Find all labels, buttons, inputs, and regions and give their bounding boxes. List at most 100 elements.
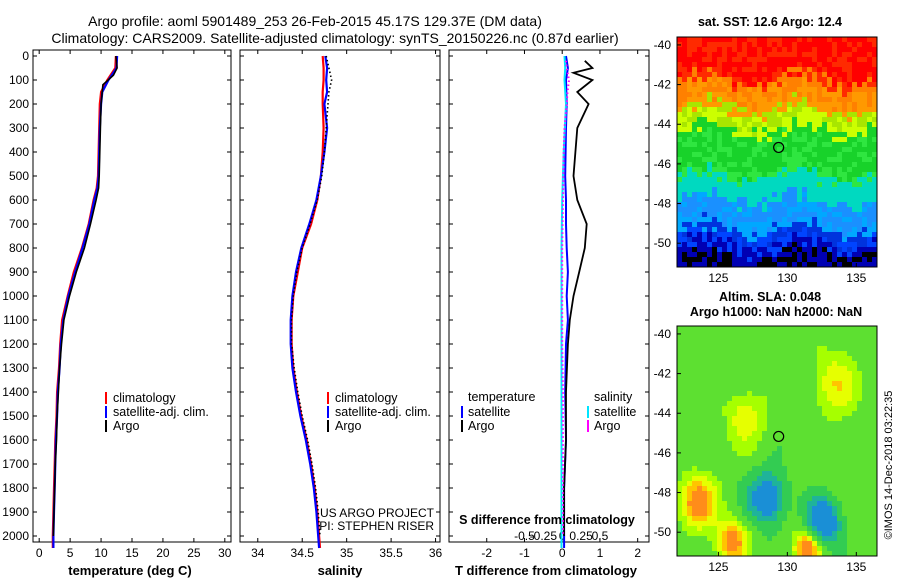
map-cell <box>807 476 813 482</box>
map-cell <box>787 346 793 352</box>
map-cell <box>847 416 853 422</box>
map-cell <box>732 441 738 447</box>
map-cell <box>812 87 818 93</box>
map-cell <box>852 466 858 472</box>
map-cell <box>742 506 748 512</box>
map-cell <box>837 167 843 173</box>
map-cell <box>862 331 868 337</box>
map-cell <box>752 192 758 198</box>
map-cell <box>842 506 848 512</box>
map-cell <box>822 82 828 88</box>
map-cell <box>797 137 803 143</box>
map-cell <box>807 157 813 163</box>
map-cell <box>742 346 748 352</box>
map-cell <box>717 122 723 128</box>
map-cell <box>782 431 788 437</box>
map-cell <box>802 461 808 467</box>
map-cell <box>747 87 753 93</box>
map-cell <box>772 97 778 103</box>
map-cell <box>732 386 738 392</box>
map-cell <box>707 62 713 68</box>
map-cell <box>727 227 733 233</box>
map-cell <box>842 551 848 557</box>
map-cell <box>707 37 713 43</box>
map-cell <box>707 127 713 133</box>
map-cell <box>762 202 768 208</box>
map-cell <box>837 252 843 258</box>
map-cell <box>812 416 818 422</box>
map-cell <box>797 102 803 108</box>
map-cell <box>842 416 848 422</box>
map-cell <box>782 147 788 153</box>
map-cell <box>807 142 813 148</box>
map-cell <box>852 92 858 98</box>
s-tick-label: 0.5 <box>592 529 609 543</box>
map-cell <box>757 476 763 482</box>
map-cell <box>747 371 753 377</box>
map-cell <box>847 516 853 522</box>
map-cell <box>727 82 733 88</box>
map-cell <box>792 511 798 517</box>
map-cell <box>812 391 818 397</box>
map-cell <box>817 77 823 83</box>
map-cell <box>752 416 758 422</box>
map-cell <box>772 72 778 78</box>
map-cell <box>727 257 733 263</box>
map-cell <box>707 461 713 467</box>
map-cell <box>752 147 758 153</box>
map-cell <box>767 411 773 417</box>
map-cell <box>807 501 813 507</box>
map-cell <box>852 162 858 168</box>
map-cell <box>847 192 853 198</box>
map-cell <box>807 431 813 437</box>
map-cell <box>862 326 868 332</box>
map-cell <box>777 381 783 387</box>
map-cell <box>847 326 853 332</box>
map-cell <box>802 481 808 487</box>
map-cell <box>687 546 693 552</box>
map-cell <box>797 107 803 113</box>
map-cell <box>757 82 763 88</box>
map-cell <box>842 157 848 163</box>
map-cell <box>752 127 758 133</box>
map-cell <box>767 237 773 243</box>
map-cell <box>832 112 838 118</box>
map-cell <box>782 551 788 557</box>
map-cell <box>792 187 798 193</box>
map-cell <box>777 137 783 143</box>
map-cell <box>787 217 793 223</box>
map-cell <box>827 466 833 472</box>
map-cell <box>752 107 758 113</box>
map-cell <box>707 456 713 462</box>
map-cell <box>712 451 718 457</box>
map-cell <box>857 411 863 417</box>
map-cell <box>732 57 738 63</box>
map-cell <box>837 416 843 422</box>
map-cell <box>682 411 688 417</box>
map-cell <box>782 212 788 218</box>
map-cell <box>777 87 783 93</box>
map-cell <box>842 47 848 53</box>
map-cell <box>837 242 843 248</box>
map-cell <box>722 451 728 457</box>
map-cell <box>777 102 783 108</box>
map-cell <box>752 326 758 332</box>
map-cell <box>832 87 838 93</box>
map-cell <box>732 182 738 188</box>
map-cell <box>737 207 743 213</box>
map-cell <box>762 182 768 188</box>
map-cell <box>817 366 823 372</box>
map-cell <box>807 536 813 542</box>
map-cell <box>702 132 708 138</box>
map-cell <box>842 207 848 213</box>
map-cell <box>717 252 723 258</box>
map-cell <box>812 431 818 437</box>
map-cell <box>807 262 813 268</box>
map-cell <box>832 436 838 442</box>
map-cell <box>687 396 693 402</box>
map-cell <box>687 102 693 108</box>
map-cell <box>772 366 778 372</box>
map-cell <box>692 97 698 103</box>
map-cell <box>857 207 863 213</box>
map-cell <box>727 237 733 243</box>
